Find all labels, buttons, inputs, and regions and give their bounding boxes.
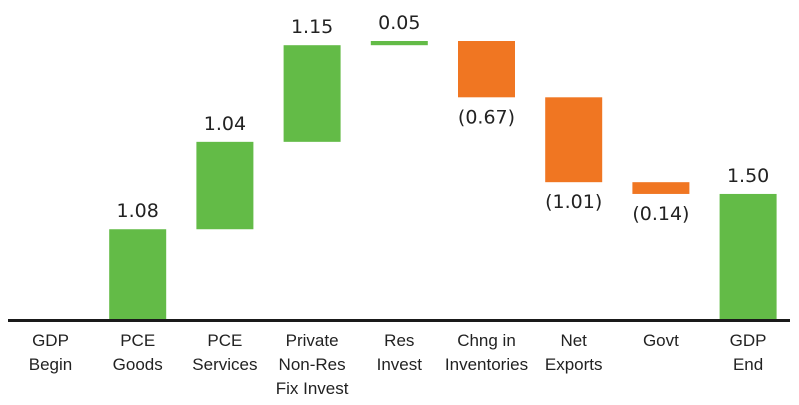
- bar-5: [458, 41, 515, 98]
- bar-7: [632, 182, 690, 194]
- bar-2: [196, 141, 254, 230]
- category-label-4-line-1: Invest: [377, 355, 423, 374]
- value-label-1: 1.08: [117, 200, 159, 222]
- category-label-2-line-0: PCE: [207, 331, 242, 350]
- category-label-6-line-0: Net: [560, 331, 587, 350]
- category-label-0-line-1: Begin: [29, 355, 72, 374]
- category-label-5-line-0: Chng in: [457, 331, 516, 350]
- category-label-1-line-1: Goods: [113, 355, 163, 374]
- bar-3: [283, 45, 341, 142]
- category-label-5-line-1: Inventories: [445, 355, 528, 374]
- category-label-2-line-1: Services: [192, 355, 257, 374]
- value-label-7: (0.14): [632, 203, 689, 225]
- bar-1: [109, 229, 167, 320]
- value-label-4: 0.05: [378, 12, 420, 34]
- category-label-3-line-0: Private: [286, 331, 339, 350]
- category-labels-group: GDP Begin PCE Goods PCE Services Private Non-Re…: [29, 331, 767, 398]
- category-label-8-line-1: End: [733, 355, 763, 374]
- category-label-4-line-0: Res: [384, 331, 414, 350]
- value-label-5: (0.67): [458, 106, 515, 128]
- category-label-7-line-0: Govt: [643, 331, 679, 350]
- bar-6: [545, 97, 603, 183]
- value-label-3: 1.15: [291, 16, 333, 38]
- bars-group: [22, 41, 777, 322]
- category-label-8-line-0: GDP: [730, 331, 767, 350]
- category-label-1-line-0: PCE: [120, 331, 155, 350]
- category-label-0-line-0: GDP: [32, 331, 69, 350]
- category-label-3-line-1: Non-Res: [279, 355, 346, 374]
- bar-8: [719, 193, 777, 320]
- value-labels-group: 1.08 1.04 1.15 0.05 (0.67) (1.01) (0.14) 1.50: [117, 12, 770, 225]
- value-label-6: (1.01): [545, 191, 602, 213]
- category-label-3-line-2: Fix Invest: [276, 379, 349, 398]
- value-label-2: 1.04: [204, 113, 246, 135]
- value-label-8: 1.50: [727, 165, 769, 187]
- bar-4: [370, 41, 428, 46]
- category-label-6-line-1: Exports: [545, 355, 603, 374]
